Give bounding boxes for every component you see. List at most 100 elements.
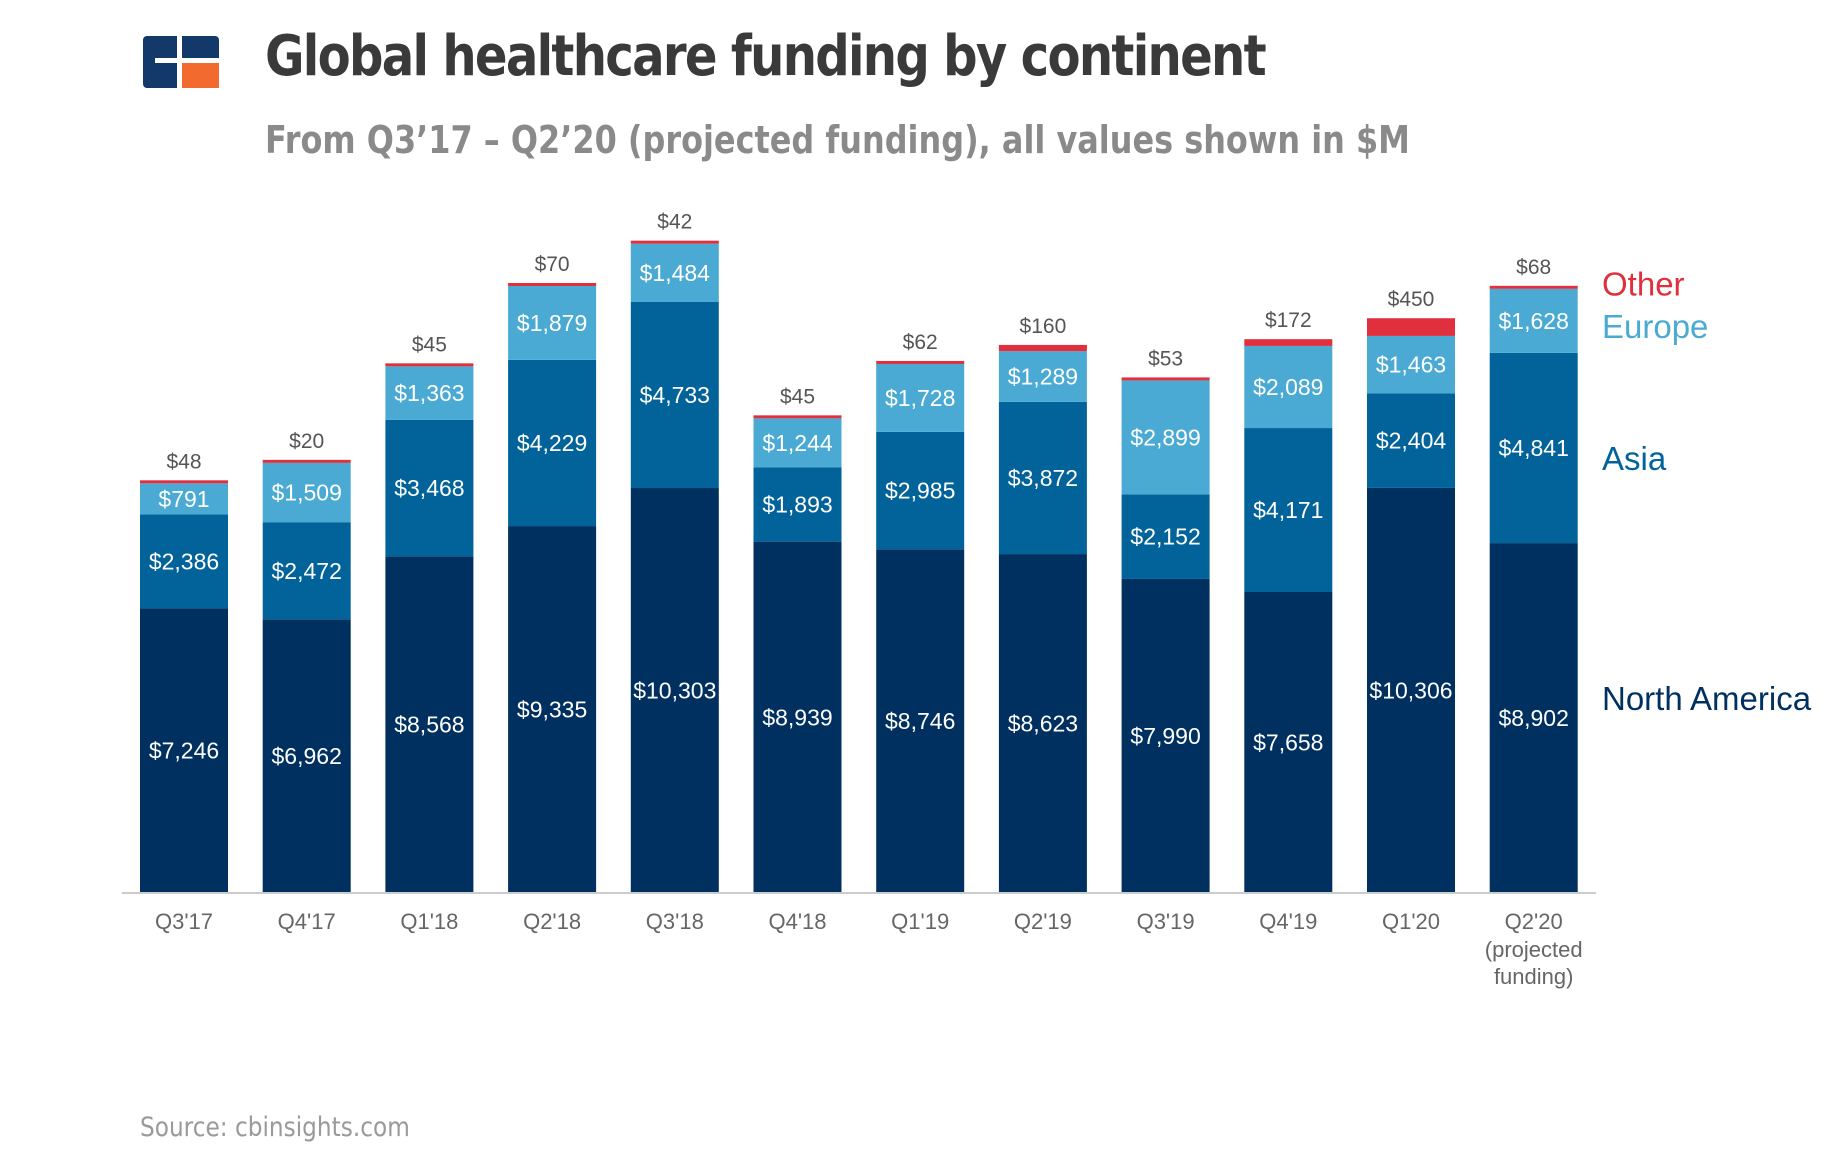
bar-segment — [1121, 494, 1210, 579]
bar-segment — [1244, 339, 1333, 346]
bar-segment — [508, 282, 597, 286]
bar-segment — [630, 240, 719, 244]
bar-segment — [1244, 428, 1333, 592]
x-tick-label: Q4'17 — [278, 909, 336, 934]
bar-segment — [998, 554, 1087, 893]
x-tick-note: funding) — [1494, 964, 1574, 989]
bar-segment — [998, 401, 1087, 555]
data-label: $45 — [780, 385, 815, 408]
bar-segment — [630, 488, 719, 893]
data-label: $68 — [1516, 256, 1551, 279]
bar-segment — [876, 360, 965, 364]
x-tick-label: Q1'19 — [891, 909, 949, 934]
data-label: $2,985 — [885, 478, 955, 504]
data-label: $8,623 — [1008, 711, 1078, 737]
bar-segment — [140, 480, 228, 484]
data-label: $7,990 — [1130, 723, 1200, 749]
data-label: $450 — [1388, 288, 1435, 311]
data-label: $8,902 — [1499, 705, 1569, 731]
data-label: $2,472 — [272, 558, 342, 584]
bar-segment — [876, 363, 965, 432]
legend-entry: Europe — [1602, 308, 1708, 345]
data-label: $8,746 — [885, 708, 955, 734]
bar-segment — [385, 363, 474, 367]
data-label: $6,962 — [272, 743, 342, 769]
data-label: $1,363 — [394, 380, 464, 406]
x-tick-label: Q3'19 — [1137, 909, 1195, 934]
bar-segment — [1244, 345, 1333, 429]
x-tick-label: Q4'19 — [1259, 909, 1317, 934]
x-tick-label: Q1'18 — [400, 909, 458, 934]
data-label: $1,289 — [1008, 364, 1078, 390]
chart-subtitle: From Q3’17 – Q2’20 (projected funding), … — [265, 118, 1410, 162]
data-label: $4,733 — [640, 382, 710, 408]
bar-segment — [998, 344, 1087, 352]
data-label: $1,244 — [762, 430, 833, 456]
bar-segment — [385, 366, 474, 420]
data-label: $10,306 — [1369, 677, 1452, 703]
cb-insights-logo — [143, 36, 219, 88]
data-label: $3,468 — [394, 475, 464, 501]
data-label: $8,568 — [394, 712, 464, 738]
source-note: Source: cbinsights.com — [140, 1112, 410, 1143]
data-label: $160 — [1020, 315, 1067, 338]
bar-segment — [508, 526, 597, 893]
data-label: $1,879 — [517, 310, 587, 336]
bar-segment — [1367, 318, 1455, 336]
data-label: $7,246 — [149, 738, 219, 764]
data-label: $8,939 — [762, 704, 832, 730]
data-label: $9,335 — [517, 697, 587, 723]
bar-segment — [753, 467, 842, 542]
data-label: $2,404 — [1376, 428, 1447, 454]
x-tick-label: Q2'19 — [1014, 909, 1072, 934]
data-label: $10,303 — [633, 678, 716, 704]
bar-segment — [1244, 591, 1333, 893]
data-label: $1,893 — [762, 491, 832, 517]
x-tick-label: Q4'18 — [768, 909, 826, 934]
bar-segment — [1489, 285, 1578, 289]
bar-segment — [1489, 543, 1578, 893]
bar-segment — [1121, 377, 1210, 381]
data-label: $1,484 — [640, 260, 711, 286]
bar-segment — [753, 415, 842, 419]
data-label: $4,841 — [1499, 435, 1569, 461]
data-label: $1,628 — [1499, 308, 1569, 334]
bar-segment — [385, 419, 474, 557]
x-tick-label: Q1'20 — [1382, 909, 1440, 934]
bar-segment — [1489, 288, 1578, 353]
data-label: $1,728 — [885, 385, 955, 411]
bar-segment — [753, 418, 842, 468]
bar-segment — [262, 462, 351, 523]
bar-segment — [262, 459, 351, 463]
x-tick-label: Q3'17 — [155, 909, 213, 934]
bar-segment — [1367, 335, 1455, 394]
bar-segment — [753, 541, 842, 893]
x-tick-label: Q3'18 — [646, 909, 704, 934]
bar-segment — [1367, 393, 1455, 488]
data-label: $20 — [289, 430, 324, 453]
bar-segment — [508, 359, 597, 527]
data-label: $1,509 — [272, 480, 342, 506]
data-label: $3,872 — [1008, 465, 1078, 491]
data-label: $7,658 — [1253, 729, 1323, 755]
bar-segment — [262, 522, 351, 620]
legend-entry: Asia — [1602, 440, 1667, 477]
data-label: $2,899 — [1130, 424, 1200, 450]
bar-segment — [998, 351, 1087, 402]
bar-segment — [1489, 352, 1578, 544]
bar-segment — [1121, 380, 1210, 495]
x-tick-note: (projected — [1485, 937, 1583, 962]
legend-entry: Other — [1602, 265, 1685, 302]
data-label: $48 — [166, 450, 201, 473]
chart-title: Global healthcare funding by continent — [265, 24, 1267, 89]
legend-entry: North America — [1602, 680, 1812, 717]
bar-segment — [140, 514, 228, 609]
bar-segment — [630, 301, 719, 489]
data-label: $172 — [1265, 309, 1312, 332]
data-label: $4,229 — [517, 430, 587, 456]
bar-segment — [508, 285, 597, 360]
x-tick-label: Q2'18 — [523, 909, 581, 934]
data-label: $1,463 — [1376, 352, 1446, 378]
data-label: $62 — [903, 331, 938, 354]
